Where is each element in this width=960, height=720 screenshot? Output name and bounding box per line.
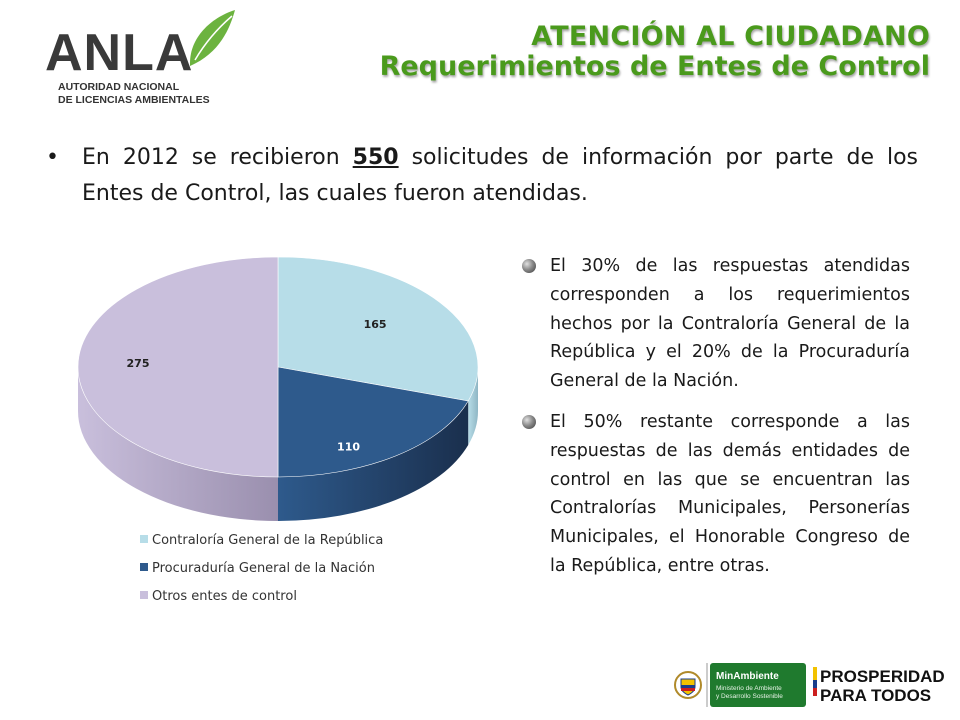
legend-swatch: [140, 563, 148, 571]
minambiente-logo: MinAmbiente Ministerio de Ambiente y Des…: [710, 663, 806, 707]
prosperidad-line2: PARA TODOS: [820, 686, 931, 705]
data-label: 110: [337, 440, 360, 453]
data-label: 275: [127, 357, 150, 370]
side-point-text: El 50% restante corresponde a las respue…: [550, 411, 910, 576]
minambiente-sub1: Ministerio de Ambiente: [716, 685, 782, 692]
bullet-ball-icon: [522, 259, 536, 273]
main-bullet: • En 2012 se recibieron 550 solicitudes …: [46, 140, 918, 212]
main-bullet-pre: En 2012 se recibieron: [82, 145, 353, 170]
page-subtitle: Requerimientos de Entes de Control: [379, 51, 930, 83]
logo-subtitle-1: AUTORIDAD NACIONAL: [58, 81, 180, 93]
main-bullet-highlight: 550: [352, 145, 399, 170]
pie-chart: 165 110 275 Contraloría General de la Repúb…: [77, 256, 479, 604]
legend-swatch: [140, 535, 148, 543]
side-point-1: El 30% de las respuestas atendidas corre…: [522, 252, 910, 396]
prosperidad-logo: PROSPERIDAD PARA TODOS: [813, 667, 945, 705]
pie-slice: [277, 256, 479, 402]
side-point-2: El 50% restante corresponde a las respue…: [522, 408, 910, 581]
footer-logos: MinAmbiente Ministerio de Ambiente y Des…: [674, 663, 945, 707]
pie-slice: [77, 256, 279, 478]
anla-logo: ANLA AUTORIDAD NACIONAL DE LICENCIAS AMB…: [45, 10, 235, 106]
pie-slice-side: [78, 367, 278, 521]
bullet-dot: •: [46, 145, 59, 170]
main-bullet-text: En 2012 se recibieron 550 solicitudes de…: [82, 140, 918, 212]
logo-subtitle-2: DE LICENCIAS AMBIENTALES: [58, 94, 210, 106]
logo-wordmark: ANLA: [45, 24, 193, 82]
pie-slice-side: [278, 400, 469, 521]
pie-slice-side: [468, 367, 478, 445]
bullet-ball-icon: [522, 414, 536, 429]
minambiente-sub2: y Desarrollo Sostenible: [716, 693, 783, 700]
pie-sides: [78, 367, 478, 521]
legend-label: Contraloría General de la República: [152, 533, 383, 548]
minambiente-name: MinAmbiente: [716, 671, 779, 682]
title-block: ATENCIÓN AL CIUDADANO Requerimientos de …: [379, 21, 930, 83]
prosperidad-line1: PROSPERIDAD: [820, 667, 945, 686]
legend-swatch: [140, 591, 148, 599]
legend-label: Otros entes de control: [152, 589, 297, 604]
page-title: ATENCIÓN AL CIUDADANO: [531, 21, 930, 52]
side-points: El 30% de las respuestas atendidas corre…: [522, 252, 910, 593]
main-bullet-post: solicitudes de información por parte de …: [82, 145, 919, 206]
colombia-shield-icon: [674, 671, 702, 699]
side-point-text: El 30% de las respuestas atendidas corre…: [550, 256, 910, 392]
data-label: 165: [364, 318, 387, 331]
legend-label: Procuraduría General de la Nación: [152, 561, 375, 576]
pie-slice: [277, 366, 469, 478]
